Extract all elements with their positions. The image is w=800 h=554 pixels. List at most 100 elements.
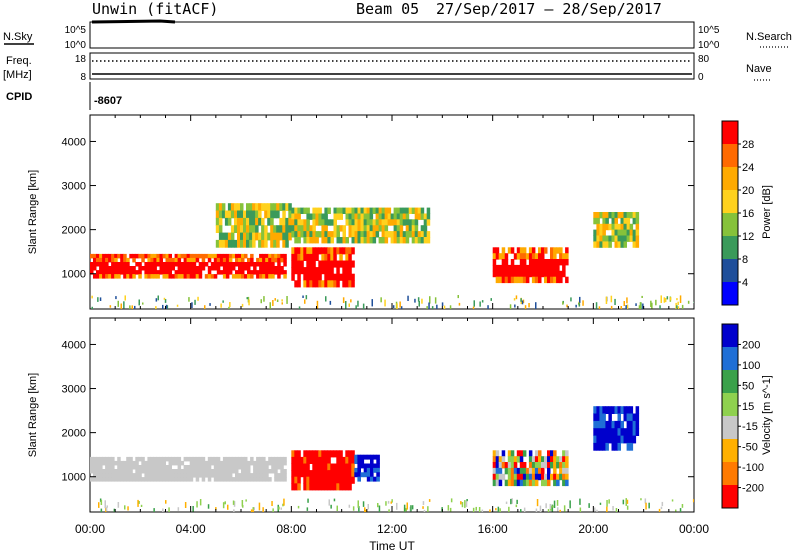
power-echo-cell	[426, 207, 431, 214]
power-echo-cell	[195, 274, 200, 279]
power-echo-cell	[105, 257, 109, 263]
velocity-echo-cell	[309, 470, 313, 478]
power-echo-cell	[559, 253, 563, 260]
velocity-echo-cell	[556, 479, 560, 487]
power-echo-cell	[280, 257, 284, 263]
velocity-echo-cell	[623, 428, 627, 436]
power-echo-cell	[306, 273, 310, 281]
velocity-echo-cell	[525, 473, 530, 481]
power-echo-cell	[369, 219, 374, 226]
velocity-echo-cell	[623, 435, 627, 444]
velocity-echo-cell	[366, 476, 371, 482]
power-echo-cell	[219, 253, 224, 259]
velocity-echo-cell	[247, 473, 251, 478]
power-echo-cell	[150, 270, 154, 275]
power-echo-cell	[210, 262, 215, 267]
power-echo-cell	[423, 219, 428, 226]
power-echo-cell	[234, 225, 238, 233]
velocity-echo-cell	[547, 467, 551, 475]
power-echo-cell	[318, 260, 322, 268]
power-echo-cell	[315, 273, 319, 281]
power-noise-mark	[426, 306, 428, 309]
power-echo-cell	[192, 266, 197, 271]
velocity-echo-cell	[141, 460, 145, 466]
power-noise-mark	[677, 306, 680, 309]
power-echo-cell	[267, 203, 271, 211]
power-echo-cell	[390, 237, 395, 244]
velocity-echo-cell	[492, 473, 497, 481]
power-echo-cell	[321, 280, 325, 288]
power-echo-cell	[605, 217, 609, 225]
velocity-echo-cell	[315, 476, 319, 484]
power-echo-cell	[550, 247, 554, 254]
power-noise-mark	[635, 303, 637, 306]
power-noise-mark	[123, 301, 125, 309]
power-echo-cell	[611, 223, 615, 231]
power-echo-cell	[414, 237, 419, 244]
power-echo-cell	[271, 253, 275, 259]
power-echo-cell	[519, 259, 524, 266]
velocity-echoes	[90, 406, 694, 512]
power-echo-cell	[241, 270, 245, 275]
power-echo-cell	[218, 203, 223, 211]
power-echo-cell	[405, 207, 410, 214]
velocity-echo-cell	[189, 465, 194, 470]
velocity-echo-cell	[210, 460, 215, 466]
station-title: Unwin (fitACF)	[92, 0, 218, 18]
power-echo-cell	[186, 253, 191, 259]
power-echo-cell	[225, 253, 230, 259]
power-echo-cell	[562, 270, 566, 278]
velocity-echo-cell	[102, 469, 106, 474]
velocity-echo-cell	[201, 460, 206, 466]
velocity-echo-cell	[222, 456, 227, 462]
velocity-echo-cell	[144, 465, 148, 470]
velocity-noise-mark	[422, 506, 424, 509]
velocity-echo-cell	[336, 470, 340, 478]
velocity-echo-cell	[168, 456, 172, 462]
velocity-echo-cell	[126, 477, 130, 482]
velocity-echo-cell	[492, 467, 497, 475]
velocity-echo-cell	[330, 483, 334, 491]
velocity-echo-cell	[345, 483, 349, 491]
velocity-echo-cell	[213, 460, 218, 466]
power-echo-cell	[285, 232, 289, 241]
power-echo-cell	[224, 210, 229, 219]
power-echo-cell	[96, 270, 100, 275]
velocity-echo-cell	[247, 469, 251, 474]
velocity-echo-cell	[324, 456, 328, 464]
power-echo-cell	[303, 280, 307, 288]
power-echo-cell	[318, 267, 322, 275]
power-echo-cell	[213, 253, 218, 259]
velocity-noise-mark	[272, 508, 274, 512]
power-echo-cell	[267, 217, 271, 226]
velocity-echo-cell	[513, 479, 518, 487]
power-echo-cell	[608, 212, 612, 219]
power-echo-cell	[192, 270, 197, 275]
velocity-noise-mark	[535, 508, 538, 512]
power-echo-cell	[268, 270, 272, 275]
velocity-echo-cell	[608, 435, 612, 444]
power-echo-cell	[522, 247, 527, 254]
power-echo-cell	[230, 232, 235, 241]
velocity-echo-cell	[283, 460, 287, 466]
velocity-noise-mark	[297, 505, 300, 509]
velocity-echo-cell	[108, 477, 112, 482]
velocity-echo-cell	[235, 456, 239, 462]
power-echo-cell	[423, 237, 428, 244]
velocity-echo-cell	[204, 473, 209, 478]
power-noise-mark	[204, 305, 206, 309]
power-echo-cell	[207, 274, 212, 279]
power-echo-cell	[249, 203, 253, 211]
velocity-echo-cell	[216, 465, 221, 470]
power-echo-cell	[324, 213, 328, 220]
power-echo-cell	[93, 262, 97, 267]
power-echo-cell	[218, 232, 223, 241]
power-echo-cell	[300, 247, 304, 255]
power-echo-cell	[611, 235, 615, 242]
velocity-echo-cell	[222, 473, 227, 478]
velocity-echo-cell	[373, 454, 377, 460]
velocity-noise-mark	[258, 502, 261, 511]
velocity-echo-cell	[303, 450, 307, 458]
velocity-echo-cell	[620, 428, 624, 436]
power-echo-cell	[165, 257, 169, 263]
